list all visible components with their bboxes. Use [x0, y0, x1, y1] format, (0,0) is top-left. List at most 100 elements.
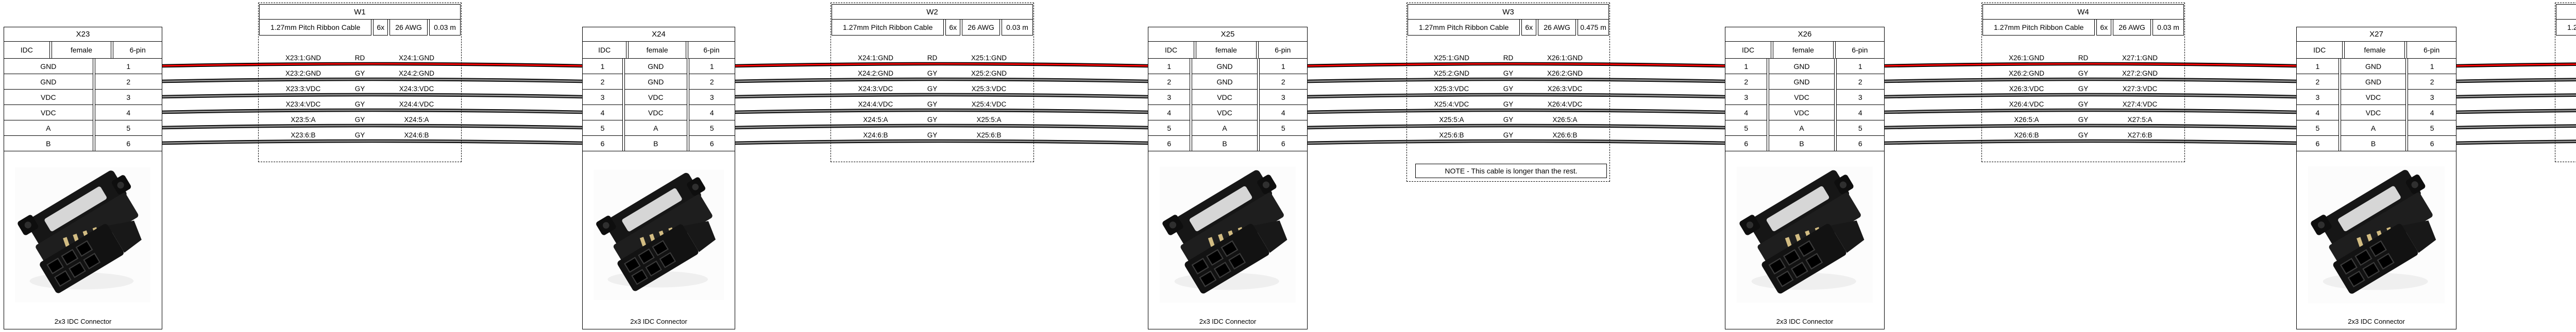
cable-wire-count: 6x	[2096, 19, 2111, 36]
wire-from-label: X23:5:A	[291, 116, 316, 124]
pin-label: A	[2340, 120, 2406, 136]
wire-to-label: X24:6:B	[404, 131, 429, 139]
wire-from-label: X26:1:GND	[2008, 54, 2044, 62]
wire-to-label: X27:6:B	[2127, 131, 2153, 139]
wire-label-row: X25:6:B GY X26:6:B	[1407, 131, 1609, 139]
pin-number: 6	[94, 135, 162, 151]
pin-label: VDC	[2340, 104, 2406, 120]
pin-row-4: 4 VDC 4	[582, 104, 735, 120]
wire-to-label: X26:1:GND	[1547, 54, 1583, 62]
wire-to-label: X24:3:VDC	[399, 85, 434, 93]
wire-color-code: GY	[1503, 131, 1514, 139]
pin-label: GND	[624, 74, 687, 90]
pin-label: GND	[624, 58, 687, 74]
wire-label-row: X25:2:GND GY X26:2:GND	[1407, 69, 1609, 78]
wire-from-label: X24:4:VDC	[858, 100, 893, 108]
cable-gauge: 26 AWG	[389, 19, 428, 36]
pin-row-3: VDC 3	[4, 89, 162, 105]
cable-length: 0.03 m	[2153, 19, 2184, 36]
wire-core-GY	[1884, 140, 2297, 144]
wire-color-code: GY	[927, 85, 938, 93]
pin-number-right: 6	[688, 135, 735, 151]
connector-image-cell: 2x3 IDC Connector	[1148, 150, 1308, 329]
cable-type: 1.27mm Pitch Ribbon Cable	[259, 19, 372, 36]
pin-number: 2	[94, 74, 162, 90]
pin-row-3: 3 VDC 3	[1148, 89, 1308, 105]
wire-from-label: X26:4:VDC	[2009, 100, 2044, 108]
connector-caption: 2x3 IDC Connector	[54, 318, 112, 325]
pin-number-left: 4	[582, 104, 623, 120]
connector-image-cell: 2x3 IDC Connector	[582, 150, 735, 329]
wire-label-row: X26:2:GND GY X27:2:GND	[1982, 69, 2184, 78]
pin-number-left: 1	[2296, 58, 2339, 74]
wire-bundle-W3	[1307, 62, 1725, 145]
pin-row-2: GND 2	[4, 74, 162, 90]
cable-type: 1.27mm Pitch Ribbon Cable	[1408, 19, 1520, 36]
connector-pincount: 6-pin	[113, 41, 162, 59]
pin-number-right: 4	[2408, 104, 2456, 120]
connector-info-row: IDC female 6-pin	[4, 41, 162, 59]
pin-label: B	[4, 135, 93, 151]
wire-to-label: X25:1:GND	[971, 54, 1007, 62]
pin-number: 5	[94, 120, 162, 136]
wire-to-label: X27:5:A	[2127, 116, 2153, 124]
wire-to-label: X26:3:VDC	[1547, 85, 1583, 93]
cable-type: 1.27mm Pitch Ribbon Cable	[1982, 19, 2095, 36]
pin-number-left: 3	[1725, 89, 1768, 105]
wire-core-GY	[1307, 125, 1725, 129]
wire-from-label: X25:5:A	[1439, 116, 1464, 124]
pin-label: GND	[1769, 58, 1835, 74]
wire-from-label: X23:4:VDC	[285, 100, 321, 108]
pin-row-1: 1 GND 1	[582, 58, 735, 74]
cable-gauge: 26 AWG	[1538, 19, 1577, 36]
wire-label-row: X23:3:VDC GY X24:3:VDC	[259, 84, 461, 93]
idc-connector-photo	[2308, 156, 2445, 313]
pin-row-4: 4 VDC 4	[2296, 104, 2456, 120]
pin-row-2: 2 GND 2	[1148, 74, 1308, 90]
pin-number-right: 3	[2408, 89, 2456, 105]
pin-number-left: 2	[582, 74, 623, 90]
pin-row-4: VDC 4	[4, 104, 162, 120]
pin-row-3: 3 VDC 3	[2296, 89, 2456, 105]
connector-info-row: IDC female 6-pin	[2296, 41, 2456, 59]
pin-row-4: 4 VDC 4	[1148, 104, 1308, 120]
wire-color-code: GY	[2078, 100, 2089, 108]
idc-connector-photo	[594, 156, 724, 313]
wire-color-code: GY	[1503, 116, 1514, 124]
wire-core-GY	[2456, 141, 2576, 144]
wire-core-GY	[162, 78, 583, 82]
wire-to-label: X26:4:VDC	[1547, 100, 1583, 108]
pin-label: A	[1769, 120, 1835, 136]
pin-label: VDC	[624, 89, 687, 105]
pin-number-right: 1	[1836, 58, 1885, 74]
wire-core-GY	[162, 109, 583, 113]
connector-X27: X27 IDC female 6-pin 1 GND 1 2 GND 2 3 VDC 3 4 VDC…	[2296, 27, 2456, 329]
cable-info-row: 1.27mm Pitch Ribbon Cable 6x 26 AWG 0.03…	[259, 19, 461, 36]
wire-color-code: RD	[354, 54, 365, 62]
pin-number-right: 6	[1836, 135, 1885, 151]
pin-row-1: GND 1	[4, 58, 162, 74]
cable-designator: W3	[1408, 4, 1609, 20]
connector-pincount: 6-pin	[2406, 41, 2456, 59]
wire-from-label: X24:2:GND	[857, 69, 893, 77]
pin-number-left: 3	[582, 89, 623, 105]
pin-label: VDC	[2340, 89, 2406, 105]
pin-number-left: 2	[2296, 74, 2339, 90]
pin-number-right: 3	[688, 89, 735, 105]
idc-connector-photo	[1160, 156, 1296, 313]
pin-number-left: 5	[2296, 120, 2339, 136]
wire-core-GY	[735, 140, 1148, 144]
connector-designator: X25	[1148, 27, 1308, 42]
wire-core-GY	[1884, 94, 2297, 98]
pin-number-left: 6	[1725, 135, 1768, 151]
pin-number-left: 4	[1148, 104, 1191, 120]
wire-label-row: X27:1:GNDRDX28:1:GND	[2555, 54, 2576, 62]
connector-info-row: IDC female 6-pin	[582, 41, 736, 59]
wire-core-GY	[735, 125, 1148, 129]
wire-core-RD	[2456, 63, 2576, 67]
wire-label-row: X25:5:A GY X26:5:A	[1407, 115, 1609, 124]
connector-X23: X23 IDC female 6-pin GND 1 GND 2 VDC 3 VDC 4 A 5 B…	[4, 27, 162, 329]
